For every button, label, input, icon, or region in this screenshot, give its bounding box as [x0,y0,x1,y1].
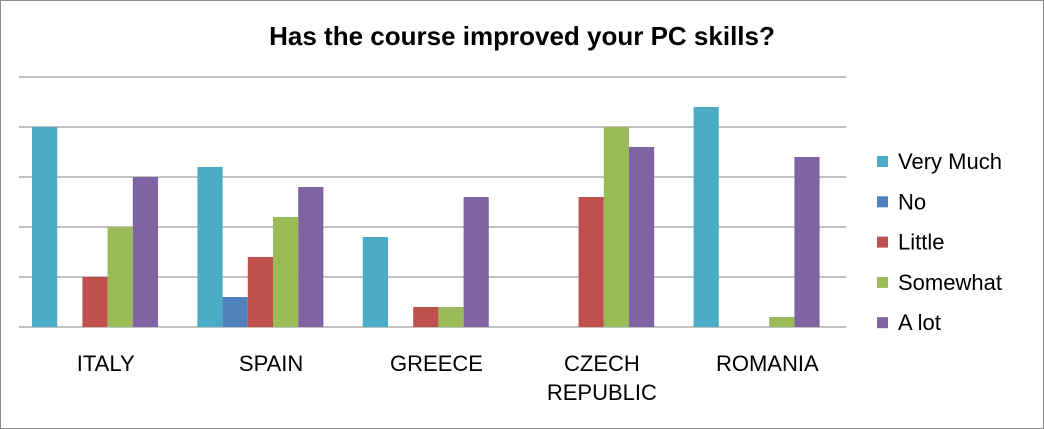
legend-swatch [877,236,888,248]
bar [769,317,795,327]
legend-swatch [877,276,888,288]
legend-label: Somewhat [898,270,1002,295]
legend-label: Very Much [898,149,1002,174]
bar [438,307,464,327]
bar [603,127,629,327]
category-label: REPUBLIC [547,380,657,405]
bar [413,307,439,327]
category-label: ROMANIA [716,351,819,376]
category-label: SPAIN [239,351,303,376]
bars [32,107,820,327]
bar [362,237,388,327]
bar [197,167,223,327]
bar [222,297,248,327]
bar [273,217,299,327]
legend-swatch [877,317,888,329]
legend-label: No [898,189,926,214]
bar [629,147,655,327]
bar [578,197,604,327]
legend-swatch [877,156,888,167]
bar [107,227,133,327]
category-labels: ITALY SPAIN GREECE CZECH REPUBLIC ROMANIA [77,351,819,405]
chart-title: Has the course improved your PC skills? [269,21,775,51]
bar [298,187,324,327]
category-label: CZECH [564,351,640,376]
bar [794,157,820,327]
bar [132,177,158,327]
bar [82,277,108,327]
category-label: GREECE [390,351,483,376]
category-label: ITALY [77,351,135,376]
legend-label: A lot [898,310,941,335]
legend-label: Little [898,230,944,255]
bar [247,257,273,327]
legend: Very Much No Little Somewhat A lot [877,149,1002,335]
legend-swatch [877,196,888,208]
bar [32,127,58,327]
bar [693,107,719,327]
bar [463,197,489,327]
